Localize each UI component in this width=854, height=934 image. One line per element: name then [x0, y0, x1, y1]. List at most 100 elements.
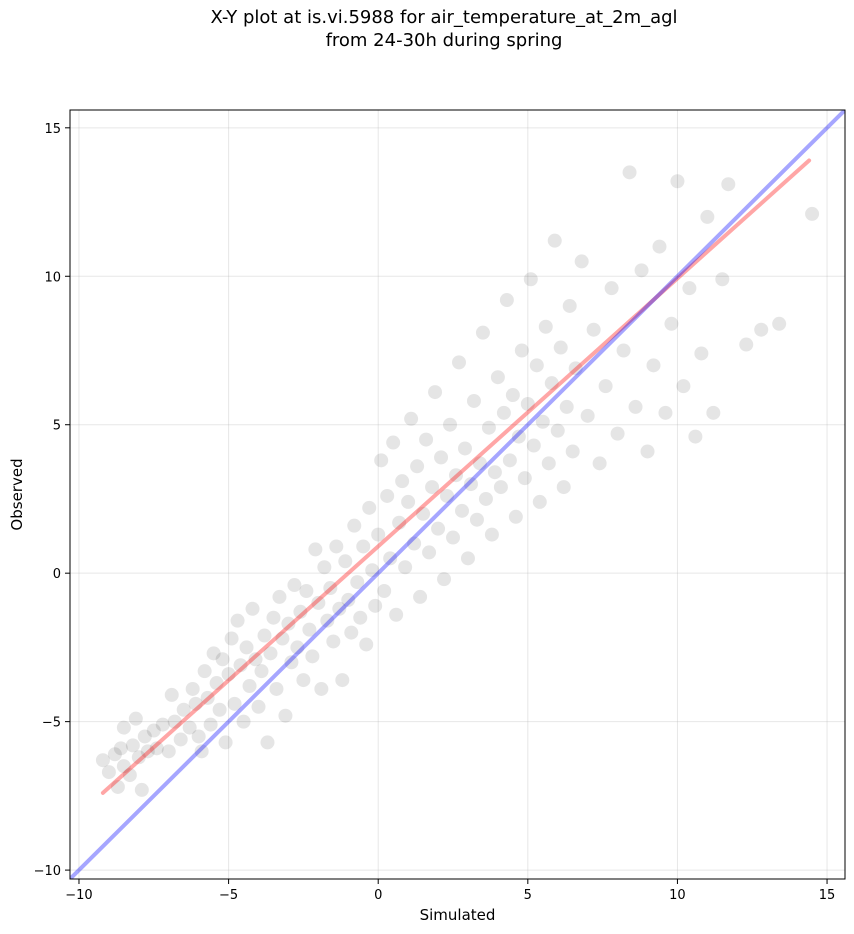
scatter-point [308, 542, 323, 557]
scatter-point [460, 551, 475, 566]
chart-title-line1: X-Y plot at is.vi.5988 for air_temperatu… [210, 7, 678, 28]
scatter-point [544, 376, 559, 391]
scatter-point [446, 530, 461, 545]
scatter-point [380, 488, 395, 503]
plot-frame [69, 109, 846, 880]
scatter-point [676, 379, 691, 394]
scatter-point [526, 438, 541, 453]
scatter-point [640, 444, 655, 459]
scatter-point [715, 272, 730, 287]
scatter-point [284, 655, 299, 670]
scatter-point [490, 370, 505, 385]
scatter-point [658, 405, 673, 420]
y-axis-label: Observed [8, 458, 26, 530]
y-tick-label: 5 [53, 419, 61, 434]
scatter-point [332, 601, 347, 616]
x-tick-label: 15 [819, 888, 836, 903]
scatter-point [754, 322, 769, 337]
scatter-point [161, 744, 176, 759]
scatter-point [440, 488, 455, 503]
x-tick-label: −5 [219, 888, 238, 903]
scatter-point [317, 560, 332, 575]
scatter-point [604, 281, 619, 296]
scatter-point [443, 417, 458, 432]
scatter-point [514, 343, 529, 358]
scatter-point [167, 714, 182, 729]
scatter-point [475, 325, 490, 340]
y-tick-label: 10 [44, 270, 61, 285]
scatter-point [107, 747, 122, 762]
scatter-point [535, 414, 550, 429]
scatter-point [568, 361, 583, 376]
scatter-point [188, 696, 203, 711]
scatter-point [398, 560, 413, 575]
scatter-point [254, 664, 269, 679]
scatter-point [580, 408, 595, 423]
scatter-point [221, 667, 236, 682]
scatter-point [371, 527, 386, 542]
scatter-points [95, 165, 820, 797]
scatter-point [311, 595, 326, 610]
scatter-point [212, 702, 227, 717]
scatter-point [116, 759, 131, 774]
scatter-point [413, 589, 428, 604]
grid [70, 110, 845, 879]
scatter-point [682, 281, 697, 296]
scatter-point [113, 741, 128, 756]
scatter-point [586, 322, 601, 337]
scatter-point [565, 444, 580, 459]
scatter-point [532, 494, 547, 509]
x-tick-label: 10 [669, 888, 686, 903]
scatter-point [434, 450, 449, 465]
scatter-point [628, 399, 643, 414]
scatter-point [344, 625, 359, 640]
scatter-point [451, 355, 466, 370]
x-tick-label: −10 [65, 888, 92, 903]
scatter-point [200, 690, 215, 705]
scatter-point [395, 474, 410, 489]
scatter-point [164, 687, 179, 702]
scatter-point [386, 435, 401, 450]
scatter-point [218, 735, 233, 750]
regression-line [100, 158, 812, 795]
scatter-point [664, 316, 679, 331]
fit-lines [70, 110, 845, 879]
scatter-point [257, 628, 272, 643]
scatter-point [463, 477, 478, 492]
scatter-point [553, 340, 568, 355]
scatter-point [410, 459, 425, 474]
scatter-point [260, 735, 275, 750]
y-tick-label: −5 [42, 716, 61, 731]
scatter-point [353, 610, 368, 625]
scatter-point [652, 239, 667, 254]
scatter-point [517, 471, 532, 486]
scatter-point [302, 622, 317, 637]
scatter-point [472, 456, 487, 471]
scatter-point [263, 646, 278, 661]
chart-title-line2: from 24-30h during spring [325, 30, 563, 51]
scatter-point [407, 536, 422, 551]
scatter-point [496, 405, 511, 420]
scatter-point [281, 616, 296, 631]
scatter-point [550, 423, 565, 438]
scatter-point [206, 646, 221, 661]
scatter-point [377, 583, 392, 598]
scatter-point [622, 165, 637, 180]
scatter-point [290, 640, 305, 655]
scatter-point [772, 316, 787, 331]
x-axis-label: Simulated [420, 906, 496, 924]
scatter-point [457, 441, 472, 456]
scatter-point [481, 420, 496, 435]
y-tick-label: −10 [34, 864, 61, 879]
scatter-point [556, 480, 571, 495]
scatter-point [347, 518, 362, 533]
scatter-point [269, 681, 284, 696]
scatter-point [314, 681, 329, 696]
scatter-point [508, 509, 523, 524]
scatter-point [419, 432, 434, 447]
scatter-point [350, 575, 365, 590]
scatter-point [185, 681, 200, 696]
scatter-point [616, 343, 631, 358]
scatter-point [431, 521, 446, 536]
